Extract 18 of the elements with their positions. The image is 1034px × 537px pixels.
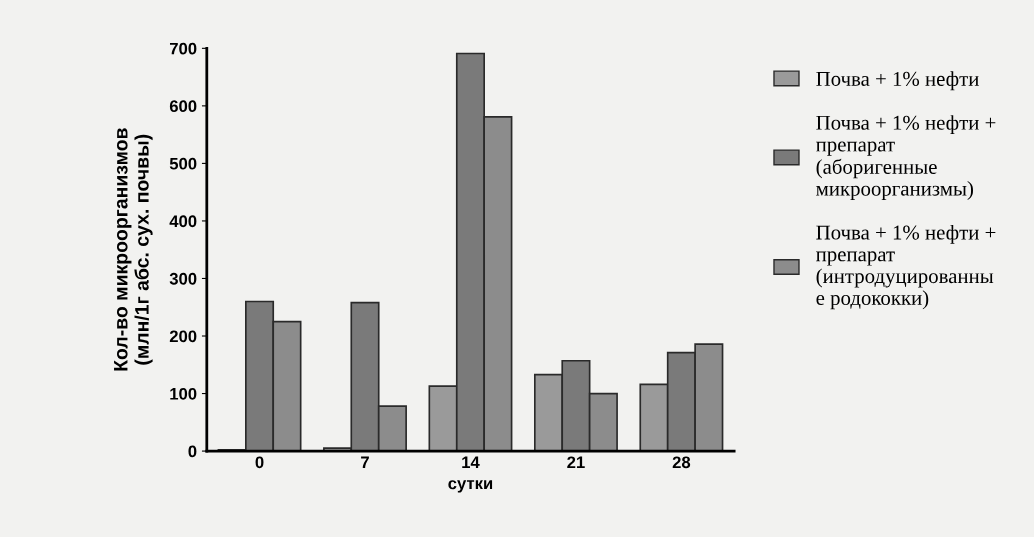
y-tick-label: 100 xyxy=(170,387,197,400)
x-tick-label: 0 xyxy=(255,456,264,469)
y-tick-label: 0 xyxy=(188,445,197,458)
y-axis-title: Кол-во микроорганизмов (млн/1г абс. сух. почвы) xyxy=(114,128,153,371)
x-tick-label: 14 xyxy=(462,456,480,469)
y-tick-label: 700 xyxy=(169,42,197,55)
y-tick-label: 600 xyxy=(169,100,197,113)
legend-label: Почва + 1% нефти xyxy=(816,71,979,91)
x-tick-label: 7 xyxy=(361,456,369,469)
y-tick-label: 400 xyxy=(169,215,197,228)
y-tick-label: 300 xyxy=(169,272,197,285)
x-tick-label: 28 xyxy=(672,456,691,469)
legend-label: Почва + 1% нефти + препарат (аборигенные микроорганизмы) xyxy=(816,115,996,200)
y-tick-label: 200 xyxy=(169,330,197,343)
legend-label: Почва + 1% нефти + препарат (интродуцированны е родококки) xyxy=(816,224,996,310)
y-tick-label: 500 xyxy=(169,157,197,170)
x-axis-title: сутки xyxy=(448,480,493,493)
x-tick-label: 21 xyxy=(567,456,585,469)
